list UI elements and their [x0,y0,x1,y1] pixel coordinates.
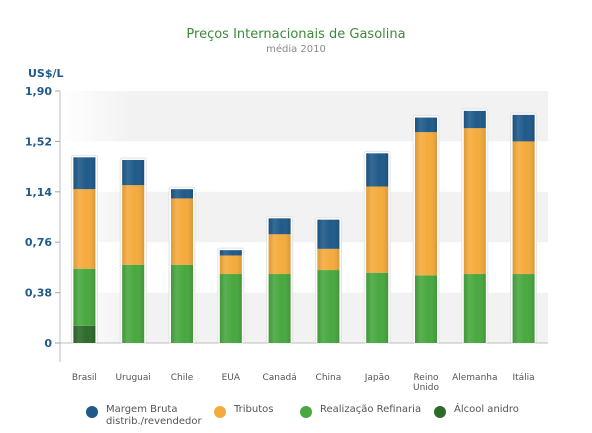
bar-segment-shade [415,132,437,276]
bar-stack [363,150,391,344]
y-tick-label: 1,90 [25,85,52,98]
bar-segment-shade [366,272,389,343]
x-tick-label: Itália [512,373,534,383]
chart-subtitle: média 2010 [266,44,326,55]
bar-segment-shade [268,234,291,275]
y-tick-label: 1,14 [25,186,52,199]
bar-segment-shade [463,274,486,343]
legend-dot-icon [300,406,312,418]
bar-stack [314,217,342,344]
bar-segment-shade [317,219,340,249]
y-tick-label: 0 [44,337,52,350]
bar-segment-shade [171,264,193,343]
legend-label-line: distrib./revendedor [106,416,202,427]
legend-label-line: Álcool anidro [454,404,519,415]
legend-label: Álcool anidro [454,404,519,416]
bar-segment-shade [122,264,145,343]
bar-segment-shade [268,274,291,343]
bar-segment-shade [73,189,96,269]
x-tick-labels: Brasil Uruguai Chile EUA Canadá China Japão Rei… [72,373,535,393]
bar-stack [412,115,440,344]
legend-dot-icon [214,406,226,418]
legend-label-line: Realização Refinaria [320,404,422,415]
bar-segment-shade [268,218,291,235]
legend-item: Tributos [214,404,273,418]
bars [70,108,538,344]
bar-stack [217,247,245,344]
stacked-bar-chart: 1,90 1,52 1,14 0,76 0,38 0 Brasil Uruguai Chile… [25,85,548,393]
bar-segment-shade [219,250,242,256]
bar-segment-shade [171,189,193,199]
bar-stack [461,108,489,344]
bar-stack [168,186,196,344]
x-tick-label: Brasil [72,373,97,383]
legend-item: Realização Refinaria [300,404,421,418]
bar-segment-shade [219,255,242,275]
bar-stack [266,215,294,344]
bar-segment-shade [317,248,340,271]
legend-dot-icon [86,406,98,418]
x-tick-label: Canadá [262,373,296,383]
bar-segment-shade [415,117,437,133]
bar-segment-shade [512,141,535,275]
x-tick-label: Unido [413,383,440,393]
legend-label: Tributos [234,404,273,416]
legend-item: Álcool anidro [434,404,519,418]
bar-segment-shade [366,153,389,187]
legend-label: Margem Bruta distrib./revendedor [106,404,202,428]
chart-title: Preços Internacionais de Gasolina [186,27,406,42]
x-tick-label: Reino [413,373,439,383]
bar-segment-shade [317,270,340,343]
legend: Margem Bruta distrib./revendedor Tributos R… [0,400,592,430]
legend-label: Realização Refinaria [320,404,421,416]
legend-label-line: Margem Bruta [106,404,178,415]
x-tick-label: Uruguai [115,373,150,383]
x-tick-label: EUA [222,373,241,383]
y-axis-label: US$/L [28,67,64,80]
bar-segment-shade [463,110,486,129]
bar-segment-shade [73,325,96,343]
x-tick-label: China [316,373,342,383]
bar-stack [70,154,98,344]
bar-segment-shade [73,268,96,326]
bar-segment-shade [463,128,486,275]
bar-segment-shade [219,274,242,343]
bar-segment-shade [122,159,145,186]
legend-item: Margem Bruta distrib./revendedor [86,404,202,428]
bar-segment-shade [415,275,437,343]
bar-stack [510,112,538,344]
legend-dot-icon [434,406,446,418]
x-tick-label: Chile [171,373,194,383]
bar-segment-shade [512,274,535,343]
x-tick-label: Japão [364,373,390,383]
bar-segment-shade [73,157,96,190]
bar-stack [119,157,147,344]
y-tick-label: 0,38 [25,287,52,300]
bar-segment-shade [366,186,389,273]
y-tick-label: 1,52 [25,135,52,148]
bar-segment-shade [122,185,145,265]
bar-segment-shade [171,198,193,265]
bar-segment-shade [512,114,535,142]
y-tick-label: 0,76 [25,236,52,249]
x-tick-label: Alemanha [452,373,497,383]
legend-label-line: Tributos [234,404,274,415]
